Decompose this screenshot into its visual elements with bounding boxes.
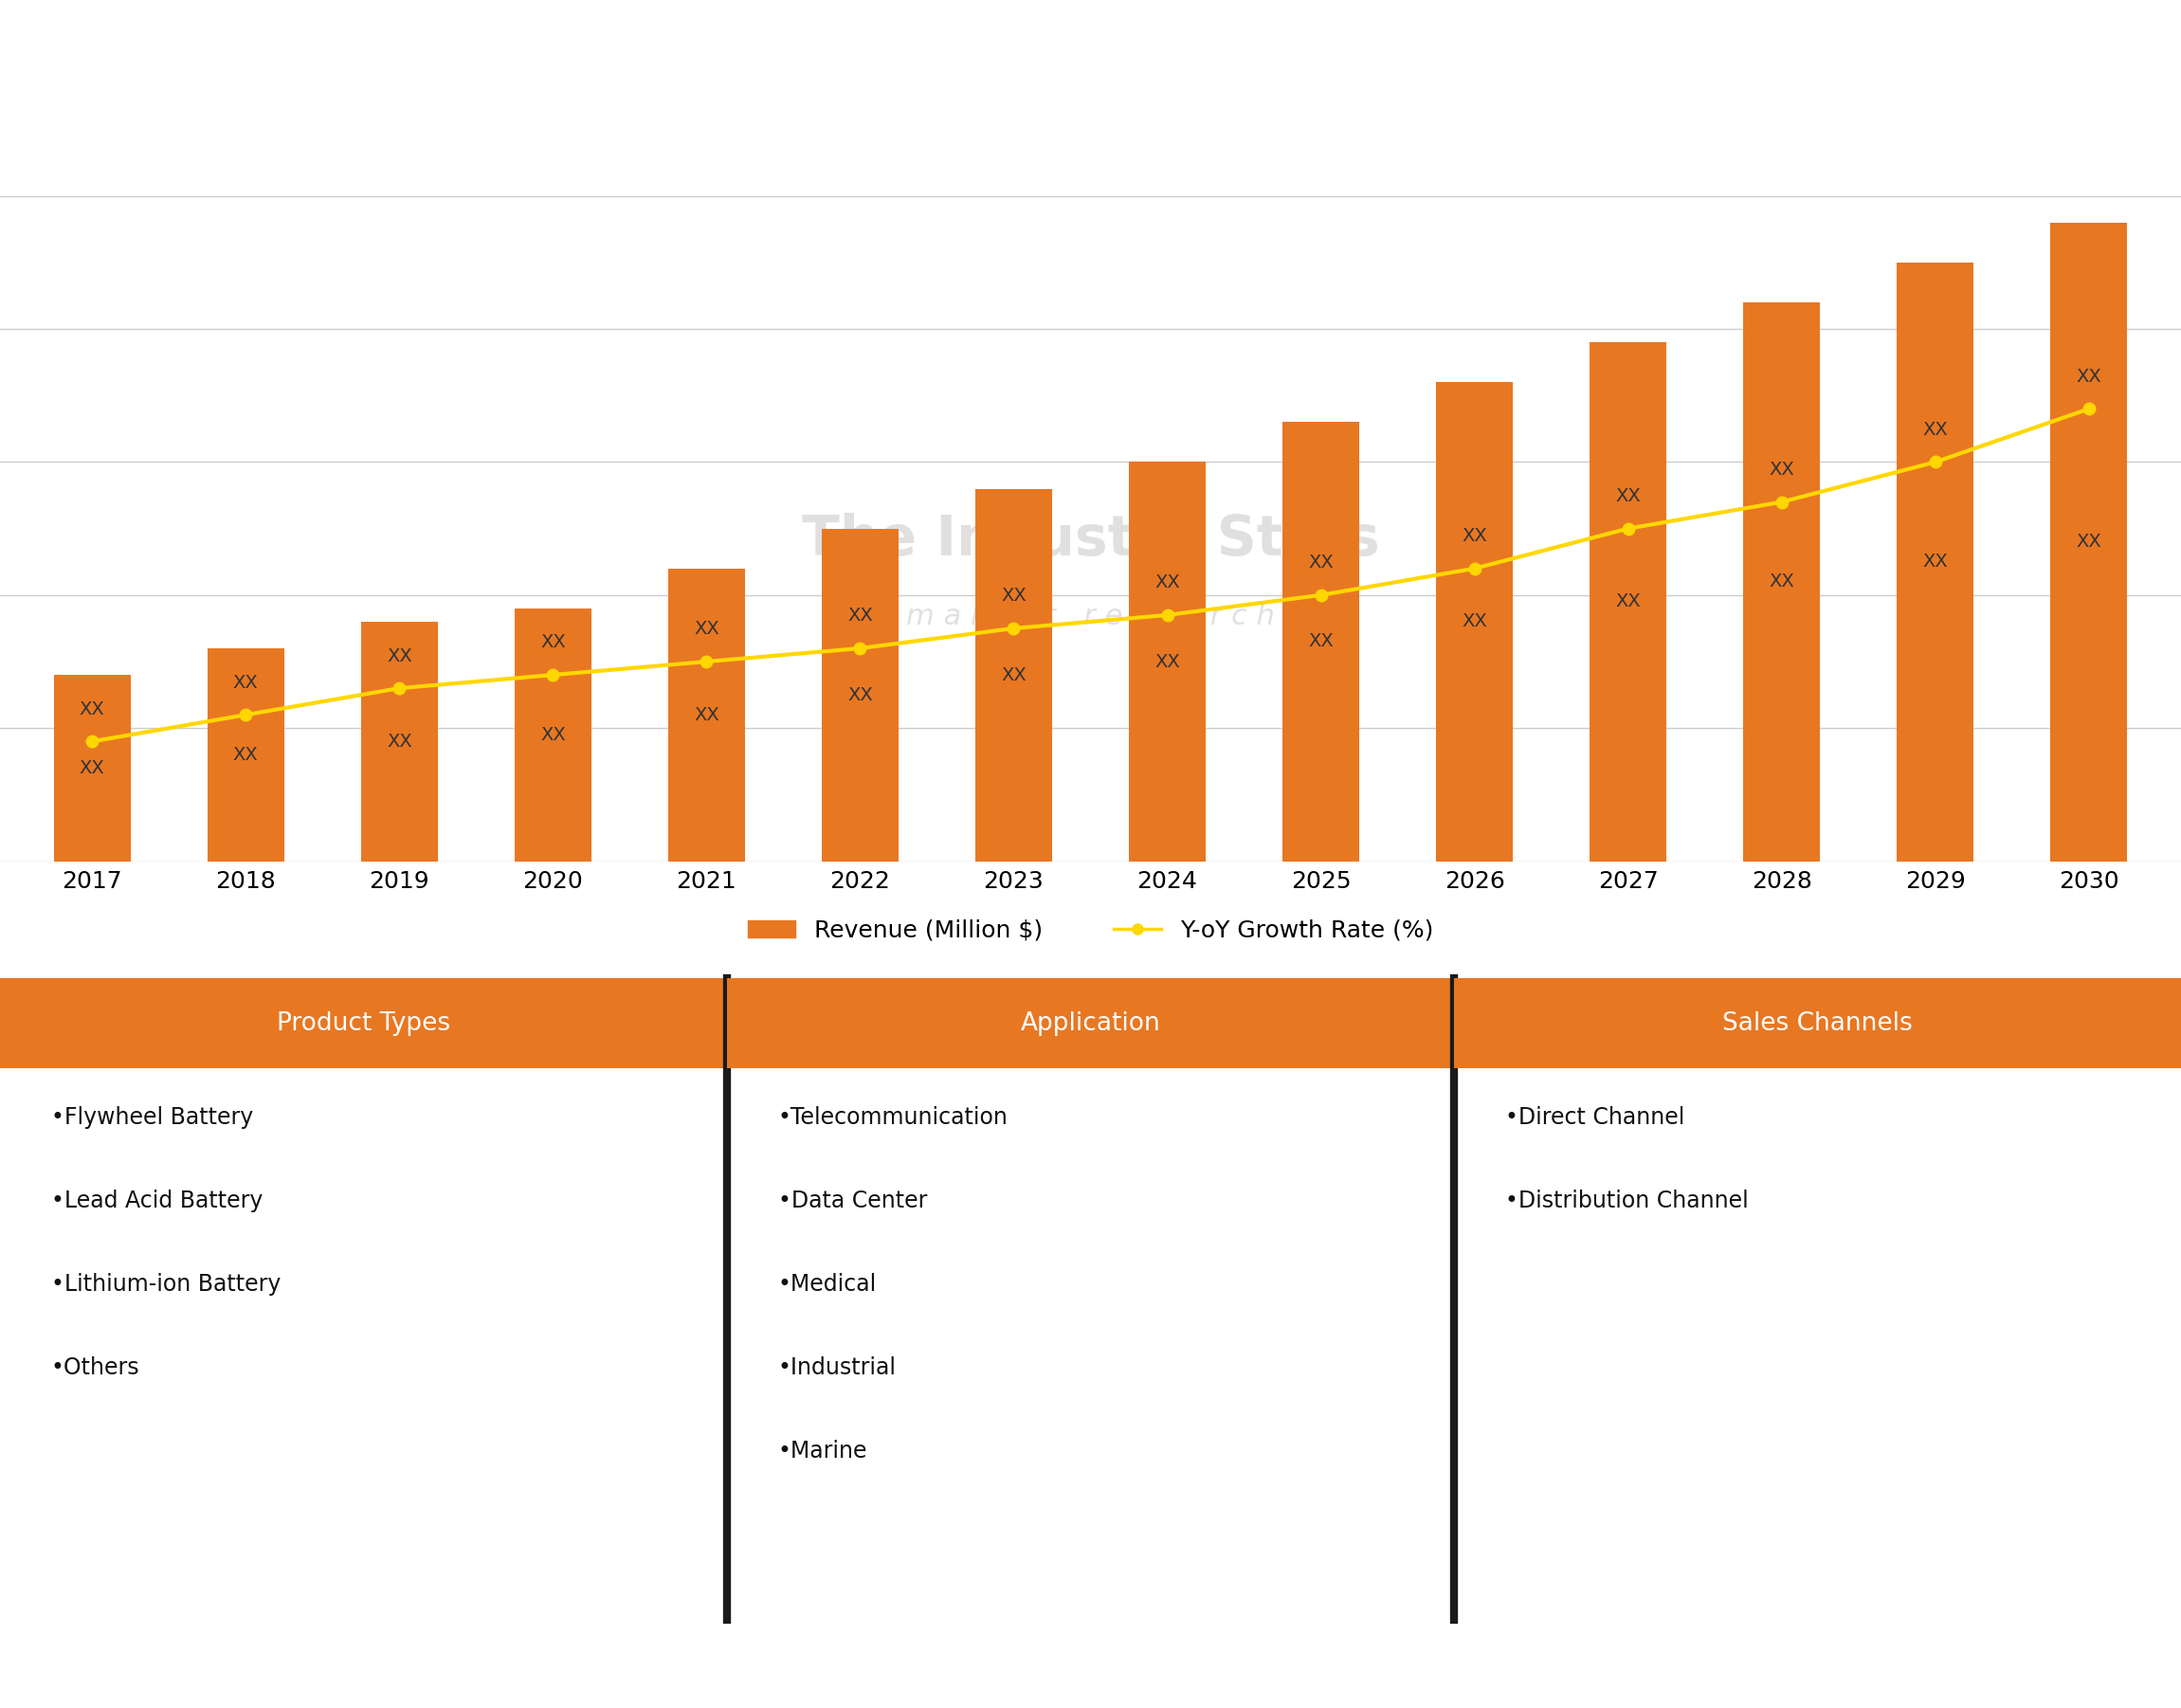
Bar (726, 979, 1455, 1068)
Text: Application: Application (1021, 1011, 1160, 1035)
Text: XX: XX (79, 758, 105, 777)
Text: XX: XX (79, 700, 105, 717)
Text: XX: XX (1154, 652, 1180, 671)
Text: XX: XX (1461, 528, 1487, 545)
Bar (1455, 979, 2181, 1068)
Bar (515, 608, 591, 861)
Text: XX: XX (848, 687, 872, 704)
Text: XX: XX (1461, 613, 1487, 630)
Bar (55, 675, 131, 861)
Text: XX: XX (1001, 588, 1027, 605)
Text: XX: XX (541, 634, 565, 652)
Text: Sales Channels: Sales Channels (1723, 1011, 1913, 1035)
Bar (822, 528, 899, 861)
Text: •Distribution Channel: •Distribution Channel (1505, 1190, 1749, 1213)
Text: XX: XX (2076, 367, 2102, 386)
Text: •Lithium-ion Battery: •Lithium-ion Battery (50, 1274, 281, 1296)
Bar (1130, 463, 1206, 861)
Text: •Lead Acid Battery: •Lead Acid Battery (50, 1190, 262, 1213)
Text: XX: XX (694, 620, 720, 639)
Text: Website: www.theindustrystats.com: Website: www.theindustrystats.com (1483, 1658, 1863, 1677)
Text: •Industrial: •Industrial (779, 1356, 896, 1380)
Text: XX: XX (1309, 632, 1333, 651)
Text: Fig. Global Power Energy Storage Battery Market Status and Outlook: Fig. Global Power Energy Storage Battery… (44, 39, 1036, 67)
Text: m a r k e t   r e s e a r c h: m a r k e t r e s e a r c h (905, 603, 1276, 630)
Text: XX: XX (386, 647, 412, 664)
Bar (207, 649, 284, 861)
Text: •Others: •Others (50, 1356, 140, 1380)
Bar (1897, 263, 1974, 861)
Text: Email: sales@theindustrystats.com: Email: sales@theindustrystats.com (807, 1658, 1173, 1677)
Bar (360, 622, 438, 861)
Text: XX: XX (233, 746, 257, 763)
Bar (667, 569, 746, 861)
Bar (1590, 342, 1666, 861)
Text: XX: XX (1616, 593, 1640, 611)
Text: XX: XX (541, 726, 565, 743)
Text: XX: XX (1616, 487, 1640, 506)
Bar (1743, 302, 1821, 861)
Text: XX: XX (1924, 553, 1948, 570)
Text: XX: XX (694, 705, 720, 724)
Text: XX: XX (1001, 666, 1027, 683)
Text: •Telecommunication: •Telecommunication (779, 1107, 1008, 1129)
Text: XX: XX (1154, 574, 1180, 591)
Text: The Industry Stats: The Industry Stats (803, 512, 1378, 567)
Text: XX: XX (1769, 572, 1795, 591)
Bar (1435, 383, 1514, 861)
Text: •Data Center: •Data Center (779, 1190, 927, 1213)
Text: •Medical: •Medical (779, 1274, 877, 1296)
Text: XX: XX (1769, 461, 1795, 478)
Bar (2050, 222, 2126, 861)
Bar (1282, 422, 1359, 861)
Text: Product Types: Product Types (277, 1011, 449, 1035)
Legend: Revenue (Million $), Y-oY Growth Rate (%): Revenue (Million $), Y-oY Growth Rate (%… (737, 910, 1444, 951)
Text: XX: XX (386, 733, 412, 750)
Text: •Direct Channel: •Direct Channel (1505, 1107, 1684, 1129)
Text: XX: XX (1924, 420, 1948, 439)
Text: •Flywheel Battery: •Flywheel Battery (50, 1107, 253, 1129)
Bar (975, 488, 1051, 861)
Bar (0, 979, 726, 1068)
Text: •Marine: •Marine (779, 1440, 868, 1464)
Text: Source: Theindustrystats Analysis: Source: Theindustrystats Analysis (65, 1658, 421, 1677)
Text: XX: XX (2076, 533, 2102, 552)
Text: XX: XX (233, 673, 257, 692)
Text: XX: XX (1309, 553, 1333, 572)
Text: XX: XX (848, 606, 872, 625)
